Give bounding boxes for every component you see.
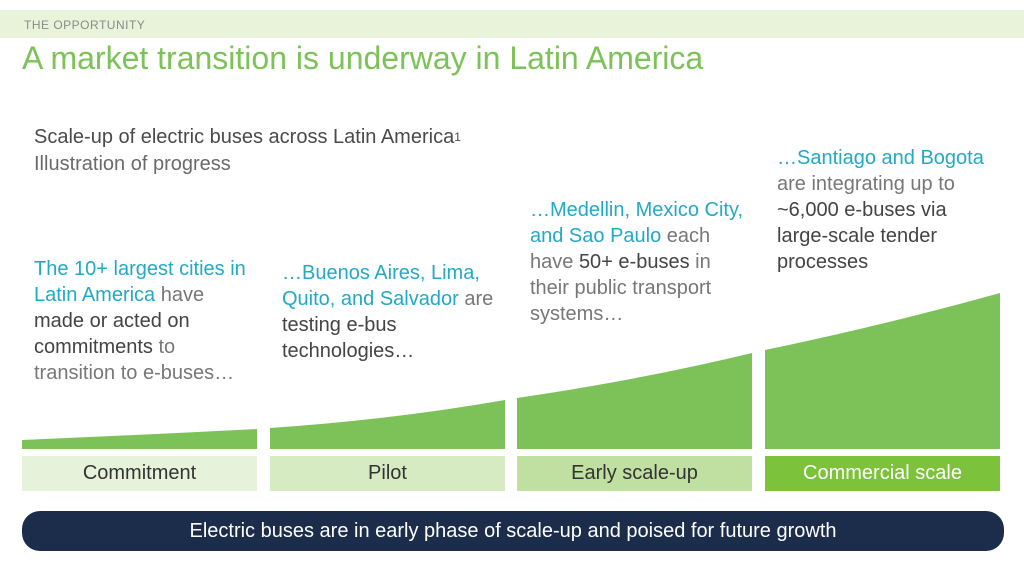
section-label: THE OPPORTUNITY (24, 18, 146, 32)
stage-4-text-part: are integrating up to (777, 173, 955, 195)
stage-2-text-part: testing e-bus technologies… (282, 314, 415, 362)
growth-segment-early-scale-up (517, 353, 752, 449)
stage-1-text-part: to transition to e-buses… (34, 336, 235, 384)
stage-label-commercial-scale: Commercial scale (765, 456, 1000, 491)
stage-3-description: …Medellin, Mexico City, and Sao Paulo ea… (530, 197, 752, 327)
stage-2-text-part: are (458, 288, 494, 310)
stage-label-commitment: Commitment (22, 456, 257, 491)
footnote-marker: 1 (454, 130, 461, 144)
stage-3-text-part: each have (530, 225, 711, 273)
conclusion-banner: Electric buses are in early phase of sca… (22, 511, 1004, 551)
stage-3-text-part: …Medellin, Mexico City, and Sao Paulo (530, 199, 744, 247)
slide-title: A market transition is underway in Latin… (22, 40, 704, 76)
stage-4-text-part: ~6,000 e-buses via large-scale tender pr… (777, 199, 947, 273)
stage-3-text-part: in their public transport systems… (530, 251, 712, 325)
subtitle-main: Scale-up of electric buses across Latin … (34, 126, 455, 148)
stage-2-text-part: …Buenos Aires, Lima, Quito, and Salvador (282, 262, 480, 310)
stage-4-description: …Santiago and Bogota are integrating up … (777, 145, 997, 275)
stage-1-text-part: The 10+ largest cities in Latin America (34, 258, 246, 306)
stage-1-text-part: have (155, 284, 205, 306)
growth-segment-commercial-scale (765, 293, 1000, 449)
header-bar (0, 10, 1024, 38)
stage-4-text-part: …Santiago and Bogota (777, 147, 984, 169)
stage-1-text-part: made or acted on commitments (34, 310, 190, 358)
diagram-subtitle: Scale-up of electric buses across Latin … (34, 124, 461, 178)
growth-segment-commitment (22, 429, 257, 449)
stage-label-early-scale-up: Early scale-up (517, 456, 752, 491)
stage-2-description: …Buenos Aires, Lima, Quito, and Salvador… (282, 260, 497, 364)
subtitle-secondary: Illustration of progress (34, 153, 231, 175)
stage-3-text-part: 50+ e-buses (578, 251, 690, 273)
stage-1-description: The 10+ largest cities in Latin America … (34, 256, 249, 386)
growth-segment-pilot (270, 400, 505, 449)
stage-label-pilot: Pilot (270, 456, 505, 491)
